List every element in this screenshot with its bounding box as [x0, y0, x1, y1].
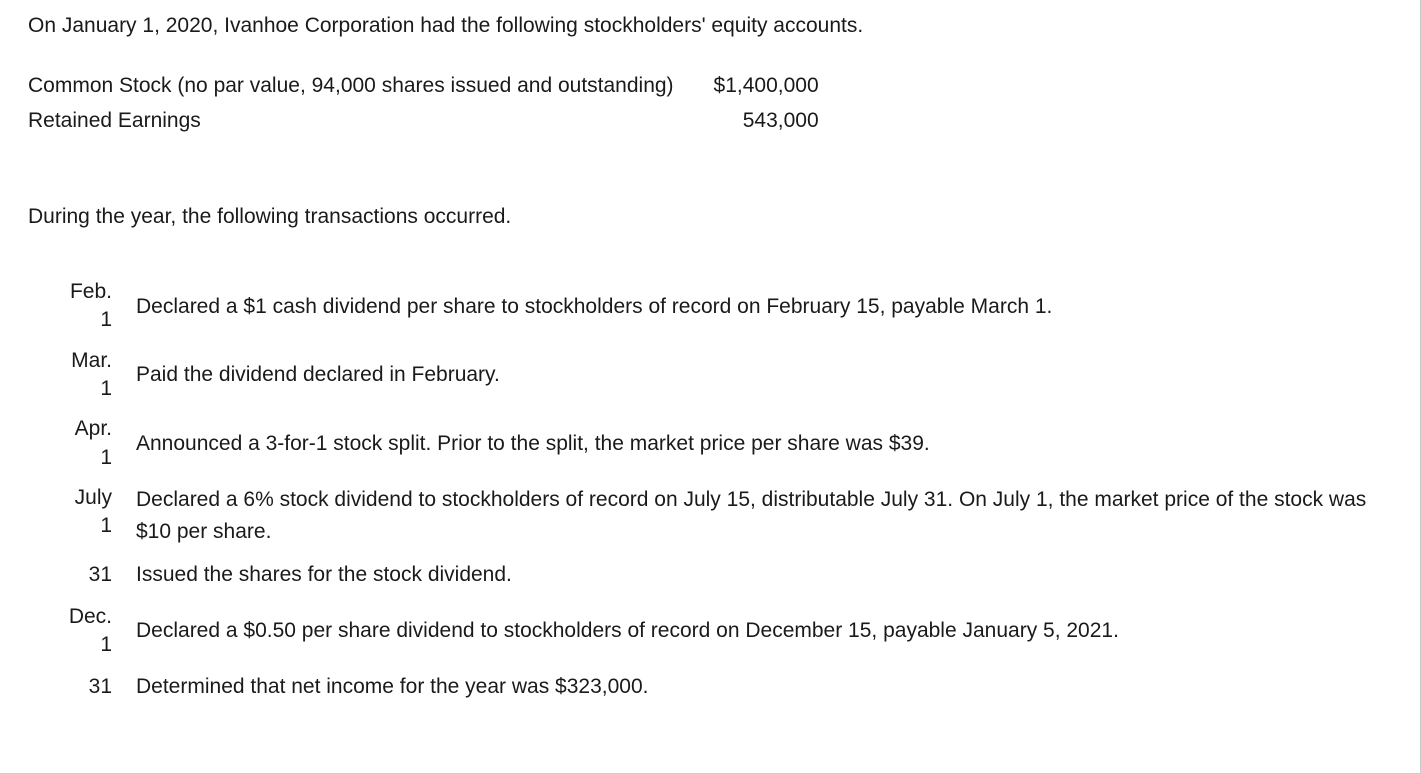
- transaction-day: 1: [100, 377, 112, 400]
- equity-accounts-table: Common Stock (no par value, 94,000 share…: [28, 70, 827, 141]
- transaction-day: 1: [100, 633, 112, 656]
- transaction-description: Determined that net income for the year …: [136, 665, 1392, 709]
- transaction-date: 31: [42, 665, 136, 709]
- transaction-date: July 1: [42, 478, 136, 553]
- transaction-description: Declared a $1 cash dividend per share to…: [136, 272, 1392, 341]
- transaction-month: Feb.: [70, 280, 112, 303]
- equity-label: Common Stock (no par value, 94,000 share…: [28, 70, 714, 106]
- problem-page: On January 1, 2020, Ivanhoe Corporation …: [0, 0, 1421, 774]
- transaction-description: Declared a 6% stock dividend to stockhol…: [136, 478, 1392, 553]
- equity-row: Common Stock (no par value, 94,000 share…: [28, 70, 827, 106]
- transaction-row: 31 Issued the shares for the stock divid…: [42, 553, 1392, 597]
- transaction-row: Feb. 1 Declared a $1 cash dividend per s…: [42, 272, 1392, 341]
- transaction-date: Dec. 1: [42, 597, 136, 666]
- transaction-day: 31: [89, 675, 112, 698]
- transaction-date: Feb. 1: [42, 272, 136, 341]
- transaction-description: Paid the dividend declared in February.: [136, 341, 1392, 410]
- intro-paragraph: On January 1, 2020, Ivanhoe Corporation …: [28, 10, 1392, 42]
- transaction-month: Apr.: [75, 417, 112, 440]
- transaction-day: 1: [100, 514, 112, 537]
- transaction-row: 31 Determined that net income for the ye…: [42, 665, 1392, 709]
- transaction-day: 31: [89, 563, 112, 586]
- transactions-table: Feb. 1 Declared a $1 cash dividend per s…: [42, 272, 1392, 709]
- transaction-date: 31: [42, 553, 136, 597]
- transaction-date: Mar. 1: [42, 341, 136, 410]
- equity-label: Retained Earnings: [28, 105, 714, 141]
- transaction-row: Dec. 1 Declared a $0.50 per share divide…: [42, 597, 1392, 666]
- transaction-row: Apr. 1 Announced a 3-for-1 stock split. …: [42, 409, 1392, 478]
- transaction-month: Mar.: [71, 349, 112, 372]
- transaction-description: Announced a 3-for-1 stock split. Prior t…: [136, 409, 1392, 478]
- transaction-row: July 1 Declared a 6% stock dividend to s…: [42, 478, 1392, 553]
- transaction-day: 1: [100, 446, 112, 469]
- transaction-month: Dec.: [69, 605, 112, 628]
- equity-row: Retained Earnings 543,000: [28, 105, 827, 141]
- equity-value: $1,400,000: [714, 70, 827, 106]
- transaction-description: Declared a $0.50 per share dividend to s…: [136, 597, 1392, 666]
- transaction-date: Apr. 1: [42, 409, 136, 478]
- transaction-description: Issued the shares for the stock dividend…: [136, 553, 1392, 597]
- transaction-row: Mar. 1 Paid the dividend declared in Feb…: [42, 341, 1392, 410]
- equity-value: 543,000: [714, 105, 827, 141]
- transaction-day: 1: [100, 308, 112, 331]
- during-paragraph: During the year, the following transacti…: [28, 201, 1392, 233]
- transaction-month: July: [75, 486, 112, 509]
